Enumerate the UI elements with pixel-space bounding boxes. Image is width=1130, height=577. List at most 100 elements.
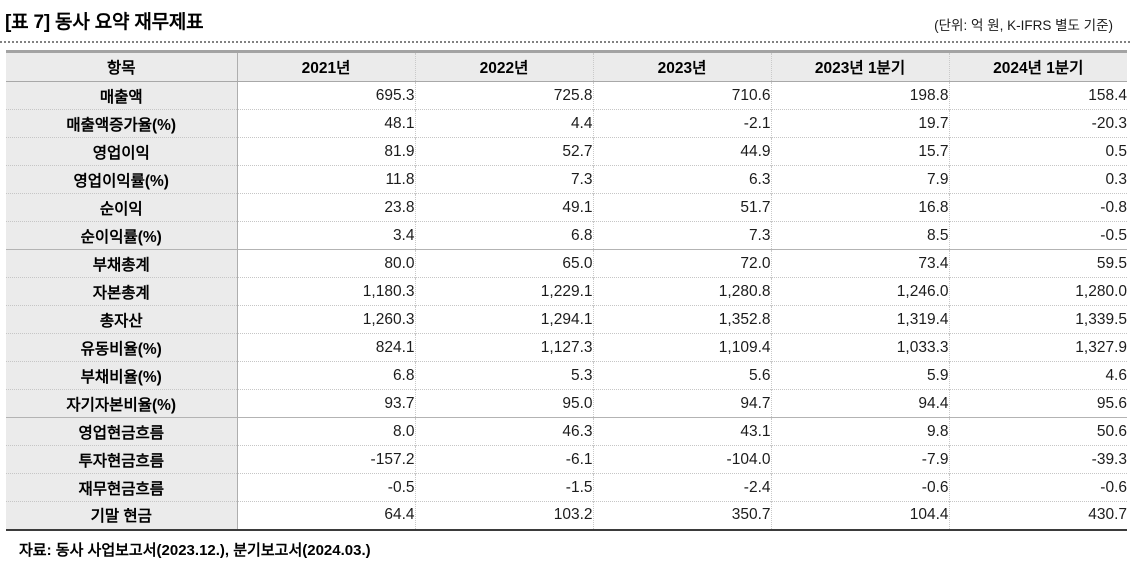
row-label: 영업이익 [6, 137, 238, 166]
table-row: 부채비율(%) 6.8 5.3 5.6 5.9 4.6 [6, 361, 1127, 390]
cell-value: 1,246.0 [770, 277, 949, 306]
cell-value: 695.3 [375, 86, 415, 104]
title-divider [0, 41, 1130, 43]
cell-value: -157.2 [237, 445, 415, 474]
cell-value: 198.8 [770, 81, 949, 110]
cell-value: 72.0 [592, 249, 771, 278]
column-header-2023q1: 2023년 1분기 [770, 51, 949, 82]
title-bar: [표 7] 동사 요약 재무제표 (단위: 억 원, K-IFRS 별도 기준) [0, 0, 1130, 34]
cell-value: 59.5 [948, 249, 1127, 278]
cell-value: 6.3 [592, 165, 771, 194]
cell-value: 48.1 [237, 109, 415, 138]
row-label: 총자산 [6, 305, 238, 334]
row-label: 순이익 [6, 193, 238, 222]
cell-value: -6.1 [414, 445, 593, 474]
cell-value: 94.7 [592, 389, 771, 418]
cell-value: 104.4 [770, 501, 949, 530]
column-header-2024q1: 2024년 1분기 [948, 51, 1127, 82]
cell-value: 15.7 [770, 137, 949, 166]
cell-value: 1,319.4 [770, 305, 949, 334]
cell-value: -39.3 [948, 445, 1127, 474]
source-note: 자료: 동사 사업보고서(2023.12.), 분기보고서(2024.03.) [19, 541, 371, 559]
cell-value: -2.1 [592, 109, 771, 138]
table-row: 기말 현금 64.4 103.2 350.7 104.4 430.7 [6, 501, 1127, 530]
cell-value: 5.6 [592, 361, 771, 390]
row-label: 영업현금흐름 [6, 417, 238, 446]
cell-value: 44.9 [592, 137, 771, 166]
cell-value: 5.3 [414, 361, 593, 390]
cell-value: 73.4 [770, 249, 949, 278]
cell-value: 824.1 [237, 333, 415, 362]
cell-value: 4.6 [948, 361, 1127, 390]
cell-value: 6.8 [414, 221, 593, 250]
cell-value: -0.6 [770, 473, 949, 502]
table-row: 순이익 23.8 49.1 51.7 16.8 -0.8 [6, 193, 1127, 222]
row-label: 매출액증가율(%) [6, 109, 238, 138]
financial-table: 항목 2021년 2022년 2023년 2023년 1분기 2024년 1분기… [6, 50, 1127, 531]
cell-value: 158.4 [948, 81, 1127, 110]
page-title: [표 7] 동사 요약 재무제표 [5, 12, 204, 33]
column-header-2022: 2022년 [414, 51, 593, 82]
table-header-row: 항목 2021년 2022년 2023년 2023년 1분기 2024년 1분기 [6, 51, 1127, 82]
cell-value: 65.0 [414, 249, 593, 278]
cell-value: 7.9 [770, 165, 949, 194]
cell-value: 1,294.1 [414, 305, 593, 334]
cell-value: 1,033.3 [770, 333, 949, 362]
row-label: 재무현금흐름 [6, 473, 238, 502]
unit-note: (단위: 억 원, K-IFRS 별도 기준) [934, 18, 1113, 33]
cell-value: 16.8 [770, 193, 949, 222]
table-row: 부채총계 80.0 65.0 72.0 73.4 59.5 [6, 249, 1127, 278]
cell-value: 3.4 [237, 221, 415, 250]
table-row: 매출액 695.3 725.8 710.6 198.8 158.4 [6, 81, 1127, 110]
cell-value: 6.8 [237, 361, 415, 390]
cell-value: -0.5 [237, 473, 415, 502]
table-row: 영업이익 81.9 52.7 44.9 15.7 0.5 [6, 137, 1127, 166]
cell-value: 95.0 [414, 389, 593, 418]
cell-value: 95.6 [948, 389, 1127, 418]
cell-value: 5.9 [770, 361, 949, 390]
cell-value: -7.9 [770, 445, 949, 474]
cell-value: 64.4 [237, 501, 415, 530]
cell-value: 8.0 [237, 417, 415, 446]
cell-value: 430.7 [948, 501, 1127, 530]
table-row: 영업이익률(%) 11.8 7.3 6.3 7.9 0.3 [6, 165, 1127, 194]
cell-value: 43.1 [592, 417, 771, 446]
row-label: 부채비율(%) [6, 361, 238, 390]
cell-value: 49.1 [414, 193, 593, 222]
row-label: 영업이익률(%) [6, 165, 238, 194]
row-label: 순이익률(%) [6, 221, 238, 250]
cell-value: 0.3 [948, 165, 1127, 194]
column-header-item: 항목 [6, 51, 238, 82]
cell-value: 1,260.3 [237, 305, 415, 334]
cell-value: 23.8 [237, 193, 415, 222]
row-label: 유동비율(%) [6, 333, 238, 362]
cell-value: 1,109.4 [592, 333, 771, 362]
cell-value: 80.0 [237, 249, 415, 278]
cell-value: 1,327.9 [948, 333, 1127, 362]
table-row: 총자산 1,260.3 1,294.1 1,352.8 1,319.4 1,33… [6, 305, 1127, 334]
cell-value: -2.4 [592, 473, 771, 502]
cell-value: 7.3 [414, 165, 593, 194]
cell-value: 1,127.3 [414, 333, 593, 362]
cell-value: 710.6 [592, 81, 771, 110]
cell-value: -0.8 [948, 193, 1127, 222]
cell-value: 1,339.5 [948, 305, 1127, 334]
cell-value: -20.3 [948, 109, 1127, 138]
table-row: 유동비율(%) 824.1 1,127.3 1,109.4 1,033.3 1,… [6, 333, 1127, 362]
cell-value: 1,229.1 [414, 277, 593, 306]
cell-value: -0.6 [948, 473, 1127, 502]
cell-value: 52.7 [414, 137, 593, 166]
cell-value: 0.5 [948, 137, 1127, 166]
table-row: 자본총계 1,180.3 1,229.1 1,280.8 1,246.0 1,2… [6, 277, 1127, 306]
cell-value: 8.5 [770, 221, 949, 250]
cell-value: 93.7 [237, 389, 415, 418]
cell-value: 50.6 [948, 417, 1127, 446]
row-label: 매출액 [6, 81, 238, 110]
table-row: 투자현금흐름 -157.2 -6.1 -104.0 -7.9 -39.3 [6, 445, 1127, 474]
row-label: 자본총계 [6, 277, 238, 306]
cell-value: 81.9 [237, 137, 415, 166]
cell-value: -1.5 [414, 473, 593, 502]
table-row: 매출액증가율(%) 48.1 4.4 -2.1 19.7 -20.3 [6, 109, 1127, 138]
cell-value: 4.4 [414, 109, 593, 138]
cell-value: 350.7 [592, 501, 771, 530]
